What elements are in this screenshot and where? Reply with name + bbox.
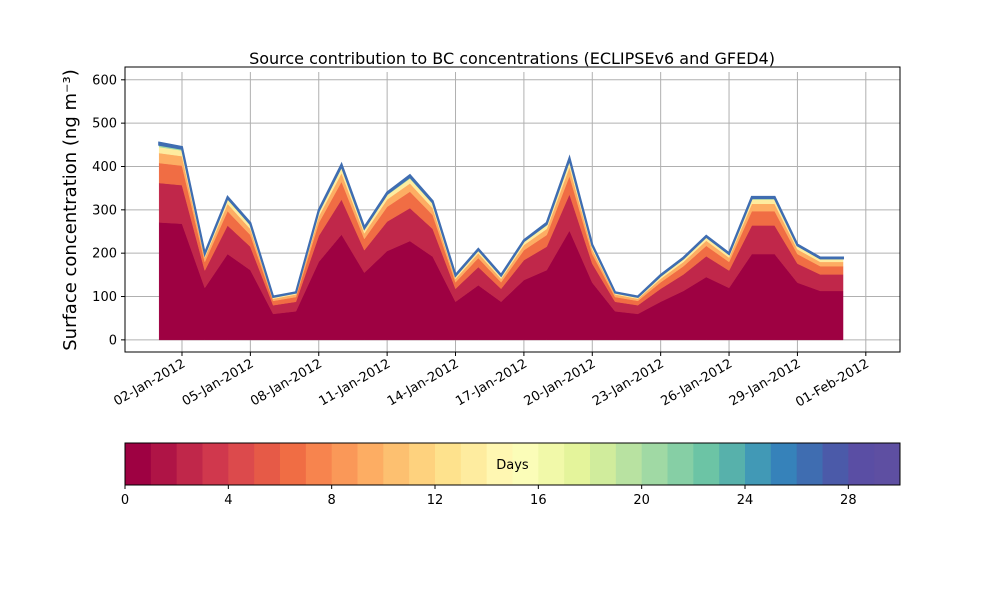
colorbar-bin (641, 443, 668, 485)
colorbar-bin (667, 443, 694, 485)
y-tick-label: 100 (92, 290, 117, 305)
colorbar-bin (228, 443, 255, 485)
colorbar-tick-label: 4 (224, 493, 232, 508)
x-tick-label: 02-Jan-2012 (111, 356, 188, 409)
y-tick-label: 500 (92, 117, 117, 132)
colorbar-bin (590, 443, 617, 485)
y-tick-label: 200 (92, 247, 117, 262)
chart-title: Source contribution to BC concentrations… (249, 49, 775, 68)
colorbar-bin (745, 443, 772, 485)
colorbar-bin (176, 443, 203, 485)
x-tick-label: 08-Jan-2012 (248, 356, 325, 409)
colorbar-bin (693, 443, 720, 485)
colorbar-bin (538, 443, 565, 485)
colorbar-tick-label: 0 (121, 493, 129, 508)
plot-frame (124, 66, 901, 353)
colorbar-bin (512, 443, 539, 485)
colorbar-bin (486, 443, 513, 485)
colorbar-bin (719, 443, 746, 485)
x-tick-label: 23-Jan-2012 (590, 356, 667, 409)
colorbar-bin (254, 443, 281, 485)
colorbar-tick-label: 12 (427, 493, 444, 508)
colorbar-bin (435, 443, 462, 485)
colorbar-bin (874, 443, 901, 485)
x-tick-label: 11-Jan-2012 (317, 356, 394, 409)
y-tick-label: 0 (109, 333, 117, 348)
colorbar-bin (615, 443, 643, 485)
colorbar-tick-label: 24 (737, 493, 754, 508)
colorbar-bin (202, 443, 229, 485)
colorbar-bin (848, 443, 875, 485)
colorbar-tick-label: 8 (328, 493, 336, 508)
y-tick-label: 400 (92, 160, 117, 175)
y-axis-label: Surface concentration (ng m⁻³) (60, 69, 81, 351)
colorbar-tick-label: 28 (840, 493, 857, 508)
colorbar-tick-label: 20 (633, 493, 650, 508)
y-tick-label: 600 (92, 73, 117, 88)
colorbar-label: Days (496, 458, 529, 473)
colorbar-bin (305, 443, 333, 485)
x-tick-label: 14-Jan-2012 (385, 356, 462, 409)
x-tick-label: 20-Jan-2012 (522, 356, 599, 409)
colorbar-bin (564, 443, 591, 485)
colorbar-bin (770, 443, 798, 485)
x-tick-label: 29-Jan-2012 (727, 356, 804, 409)
colorbar-bin (383, 443, 410, 485)
area-layer (158, 141, 845, 299)
x-tick-label: 17-Jan-2012 (453, 356, 530, 409)
x-tick-label: 01-Feb-2012 (793, 356, 872, 410)
colorbar-bin (331, 443, 358, 485)
y-tick-label: 300 (92, 203, 117, 218)
colorbar-bin (796, 443, 823, 485)
x-tick-label: 26-Jan-2012 (658, 356, 735, 409)
colorbar-bin (409, 443, 436, 485)
colorbar-bin (357, 443, 384, 485)
colorbar-frame (124, 442, 901, 486)
colorbar-bin (150, 443, 178, 485)
colorbar-bin (460, 443, 488, 485)
colorbar-bin (280, 443, 307, 485)
x-tick-label: 05-Jan-2012 (180, 356, 257, 409)
colorbar-bin (822, 443, 849, 485)
colorbar-tick-label: 16 (530, 493, 547, 508)
colorbar-bin (125, 443, 152, 485)
